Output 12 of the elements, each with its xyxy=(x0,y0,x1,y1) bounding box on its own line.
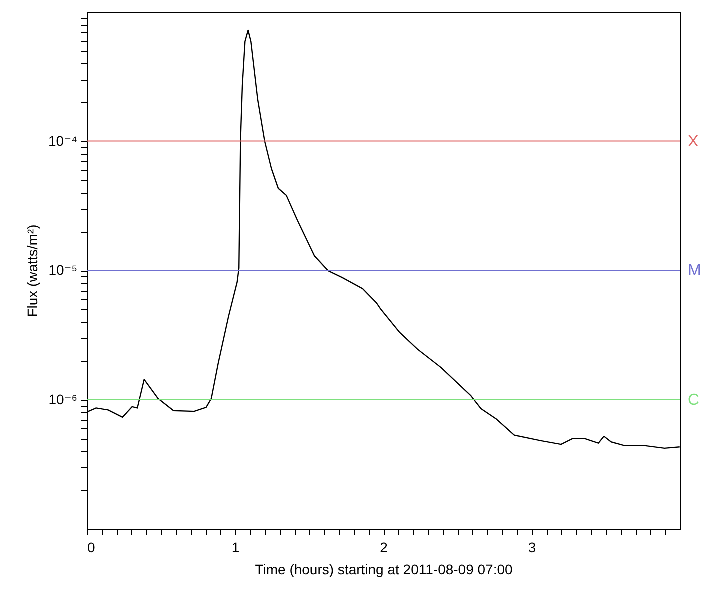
x-tick-label: 1 xyxy=(232,540,240,556)
ref-line-label: M xyxy=(688,262,701,280)
y-axis-title: Flux (watts/m²) xyxy=(24,224,41,318)
x-tick-label: 3 xyxy=(528,540,536,556)
y-tick-label: 10⁻⁴ xyxy=(48,132,78,149)
x-axis-title: Time (hours) starting at 2011-08-09 07:00 xyxy=(255,562,514,578)
ref-line-label: X xyxy=(688,133,699,150)
ref-line-label: C xyxy=(688,392,700,409)
y-tick-label: 10⁻⁶ xyxy=(48,391,78,408)
x-tick-label: 2 xyxy=(380,540,388,556)
x-tick-label: 0 xyxy=(88,540,96,556)
y-tick-label: 10⁻⁵ xyxy=(48,262,78,278)
